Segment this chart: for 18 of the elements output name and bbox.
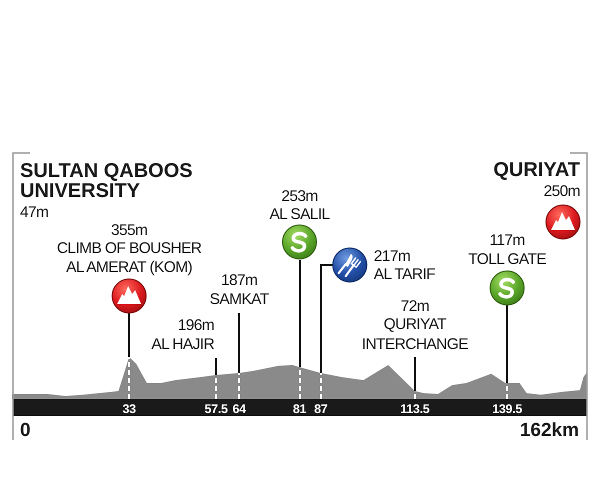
- x-tick-label: 87: [314, 402, 328, 416]
- text: QURIYAT 250m: [493, 159, 580, 200]
- text: 72m QURIYAT INTERCHANGE: [362, 298, 468, 353]
- text: 196m AL HAJIR: [151, 317, 214, 353]
- x-tick-label: 57.5: [204, 402, 228, 416]
- x-tick-label: 64: [232, 402, 246, 416]
- text: 117m TOLL GATE: [468, 232, 546, 268]
- x-tick-label: 81: [292, 402, 306, 416]
- text: 355m CLIMB OF BOUSHER AL AMERAT (KOM): [56, 222, 202, 276]
- text: 253m AL SALIL: [269, 188, 331, 223]
- text: 0: [20, 420, 31, 441]
- text: 162km: [520, 420, 579, 441]
- x-tick-label: 113.5: [400, 402, 430, 416]
- x-tick-label: 33: [122, 402, 136, 416]
- x-tick-label: 139.5: [492, 402, 522, 416]
- text: SULTAN QABOOS UNIVERSITY 47m: [20, 160, 193, 221]
- text: 217m AL TARIF: [374, 248, 436, 283]
- text: 187m SAMKAT: [210, 272, 270, 308]
